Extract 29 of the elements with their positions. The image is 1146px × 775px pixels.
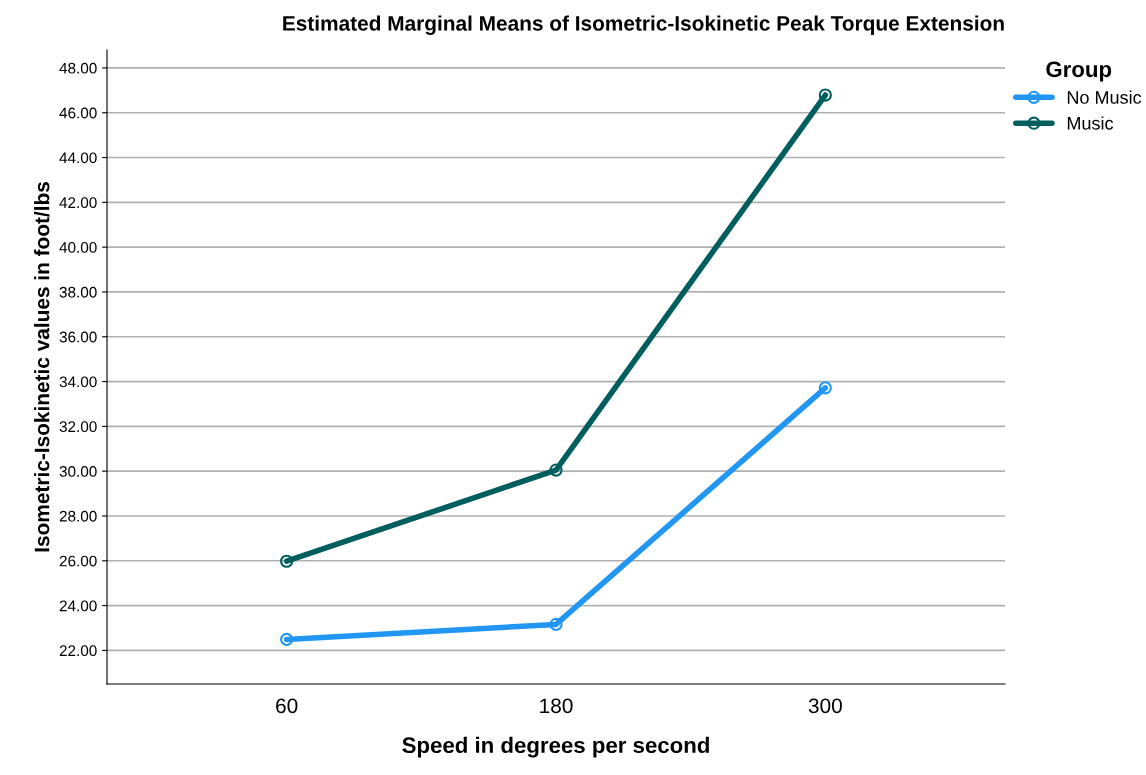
x-tick-label: 60 [276,698,298,714]
y-tick-label: 34.00 [59,376,97,388]
y-tick-label: 38.00 [59,286,97,298]
point [818,381,832,395]
y-axis-title: Isometric-Isokinetic values in foot/lbs [34,182,50,552]
x-tick-label: 300 [808,698,842,714]
y-tick-label: 44.00 [59,152,97,164]
x-tick-label: 180 [540,698,573,714]
x-axis-title: Speed in degrees per second [402,736,709,758]
y-tick-label: 26.00 [59,555,97,567]
y-tick-label: 32.00 [59,421,97,433]
point [549,463,563,477]
y-tick-label: 24.00 [59,600,97,612]
y-tick-label: 46.00 [59,107,97,119]
y-tick-label: 48.00 [59,62,97,74]
y-tick-label: 28.00 [59,510,97,522]
point [549,617,563,631]
y-tick-label: 42.00 [59,197,97,209]
chart-title: Estimated Marginal Means of Isometric-Isokinetic Peak Torque Extension [283,15,1004,35]
point [818,88,832,102]
point [280,632,294,647]
legend-label: No Music [1067,90,1142,104]
legend-title: Group [1046,61,1112,82]
y-tick-label: 30.00 [59,466,97,477]
point [280,554,294,568]
y-tick-label: 22.00 [59,645,97,657]
y-tick-label: 36.00 [59,331,97,343]
y-tick-label: 40.00 [59,242,97,253]
legend-label: Music [1067,116,1114,130]
